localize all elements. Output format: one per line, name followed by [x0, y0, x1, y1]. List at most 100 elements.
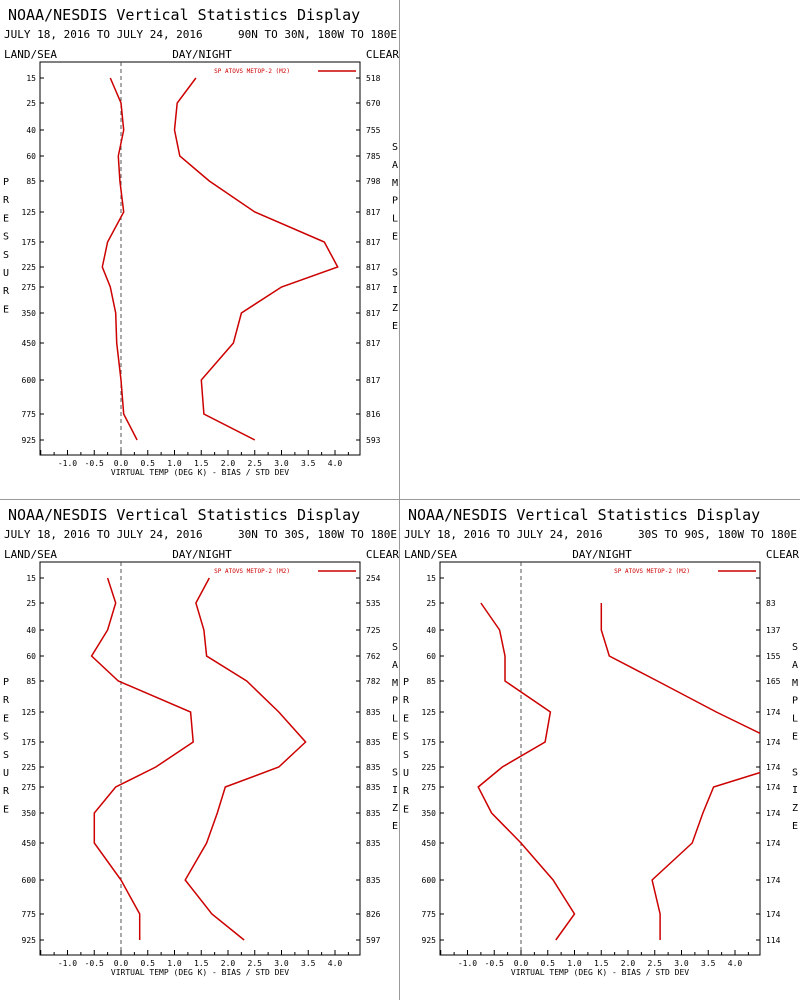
pressure-tick-label: 450 [22, 839, 37, 848]
chart-svg: NOAA/NESDIS Vertical Statistics Display J… [3, 6, 399, 477]
pressure-tick-label: 175 [422, 738, 437, 747]
sample-size-label: 835 [366, 738, 381, 747]
sample-size-label: 725 [366, 626, 381, 635]
sample-size-axis-letter: E [392, 732, 398, 743]
x-tick-label: 3.5 [701, 959, 716, 968]
pressure-axis-letter: R [403, 786, 410, 797]
pressure-tick-label: 85 [26, 677, 36, 686]
region-label: 30N TO 30S, 180W TO 180E [238, 528, 397, 541]
series-line-std-dev [600, 603, 760, 940]
sample-size-axis-letter: Z [392, 303, 398, 314]
pressure-axis-letter: P [403, 677, 409, 688]
sample-size-axis-letter: I [392, 785, 398, 796]
chart-svg: NOAA/NESDIS Vertical Statistics Display J… [403, 506, 799, 977]
x-tick-label: 2.5 [648, 959, 663, 968]
chart-svg: NOAA/NESDIS Vertical Statistics Display J… [3, 506, 399, 977]
sample-size-axis-letter: A [392, 660, 398, 671]
x-tick-label: 0.0 [514, 959, 529, 968]
pressure-axis-letter: R [3, 695, 10, 706]
pressure-tick-label: 85 [26, 177, 36, 186]
land-sea-label: LAND/SEA [4, 48, 57, 61]
chart-panel-30s-90s: NOAA/NESDIS Vertical Statistics Display J… [400, 500, 800, 1000]
sample-size-axis-letter: E [392, 321, 398, 332]
chart-panel-30n-30s: NOAA/NESDIS Vertical Statistics Display J… [0, 500, 400, 1000]
sample-size-label: 174 [766, 763, 781, 772]
chart-panel-90n-30n: NOAA/NESDIS Vertical Statistics Display J… [0, 0, 400, 500]
pressure-tick-label: 450 [22, 339, 37, 348]
sample-size-label: 817 [366, 238, 381, 247]
x-axis-label: VIRTUAL TEMP (DEG K) - BIAS / STD DEV [111, 968, 289, 977]
sample-size-label: 835 [366, 783, 381, 792]
x-tick-label: 3.5 [301, 959, 316, 968]
sample-size-axis-letter: E [792, 732, 798, 743]
land-sea-label: LAND/SEA [4, 548, 57, 561]
pressure-tick-label: 775 [22, 910, 37, 919]
x-tick-label: 1.0 [567, 959, 582, 968]
sample-size-label: 165 [766, 677, 781, 686]
sample-size-label: 817 [366, 376, 381, 385]
x-tick-label: 4.0 [328, 959, 343, 968]
chart-title: NOAA/NESDIS Vertical Statistics Display [8, 506, 360, 524]
pressure-tick-label: 85 [426, 677, 436, 686]
x-tick-label: 0.0 [114, 459, 129, 468]
plot-frame [39, 561, 361, 956]
pressure-tick-label: 175 [22, 738, 37, 747]
sample-size-label: 835 [366, 876, 381, 885]
horizontal-divider [0, 499, 800, 500]
pressure-tick-label: 450 [422, 839, 437, 848]
region-label: 90N TO 30N, 180W TO 180E [238, 28, 397, 41]
sample-size-label: 835 [366, 708, 381, 717]
pressure-tick-label: 25 [26, 599, 36, 608]
pressure-axis-letter: S [3, 232, 9, 243]
pressure-tick-label: 125 [22, 208, 37, 217]
sample-size-label: 782 [366, 677, 381, 686]
pressure-axis-letter: E [3, 713, 9, 724]
pressure-tick-label: 60 [26, 152, 36, 161]
pressure-axis-letter: E [3, 213, 9, 224]
x-tick-label: -1.0 [458, 959, 477, 968]
x-tick-label: 4.0 [328, 459, 343, 468]
x-tick-label: 4.0 [728, 959, 743, 968]
sample-size-axis-letter: M [392, 178, 398, 189]
series-line-std-dev [173, 77, 339, 441]
pressure-tick-label: 925 [22, 936, 37, 945]
sample-size-label: 83 [766, 599, 776, 608]
pressure-tick-label: 925 [22, 436, 37, 445]
sample-size-axis-letter: M [792, 678, 798, 689]
x-tick-label: 1.5 [194, 459, 209, 468]
pressure-axis-letter: U [3, 768, 9, 779]
sample-size-label: 798 [366, 177, 381, 186]
date-range: JULY 18, 2016 TO JULY 24, 2016 [404, 528, 603, 541]
pressure-axis-letter: S [403, 732, 409, 743]
pressure-axis-letter: S [3, 732, 9, 743]
sample-size-label: 174 [766, 910, 781, 919]
sample-size-label: 817 [366, 263, 381, 272]
x-tick-label: 3.5 [301, 459, 316, 468]
pressure-axis-letter: E [403, 713, 409, 724]
sample-size-label: 597 [366, 936, 381, 945]
x-tick-label: 3.0 [274, 459, 289, 468]
pressure-tick-label: 60 [26, 652, 36, 661]
pressure-tick-label: 275 [22, 283, 37, 292]
pressure-axis-letter: E [3, 304, 9, 315]
x-tick-label: -0.5 [485, 959, 504, 968]
pressure-tick-label: 175 [22, 238, 37, 247]
land-sea-label: LAND/SEA [404, 548, 457, 561]
region-label: 30S TO 90S, 180W TO 180E [638, 528, 797, 541]
sample-size-label: 835 [366, 763, 381, 772]
sample-size-label: 155 [766, 652, 781, 661]
x-tick-label: 0.5 [541, 959, 556, 968]
pressure-axis-letter: S [403, 750, 409, 761]
pressure-tick-label: 350 [422, 809, 437, 818]
date-range: JULY 18, 2016 TO JULY 24, 2016 [4, 28, 203, 41]
sample-size-label: 835 [366, 809, 381, 818]
sample-size-label: 174 [766, 809, 781, 818]
pressure-axis-letter: R [403, 695, 410, 706]
sample-size-axis-letter: E [792, 821, 798, 832]
pressure-tick-label: 25 [26, 99, 36, 108]
sample-size-label: 762 [366, 652, 381, 661]
sample-size-label: 174 [766, 876, 781, 885]
plot-frame [439, 561, 761, 956]
plot-frame [39, 61, 361, 456]
pressure-axis-letter: P [3, 177, 9, 188]
